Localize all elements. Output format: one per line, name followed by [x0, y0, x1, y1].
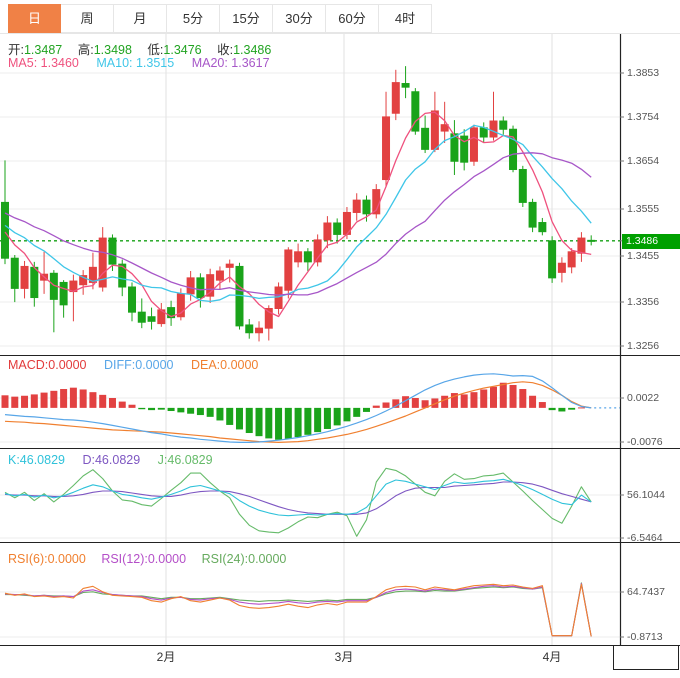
kdj-lines	[4, 467, 592, 537]
tab-week[interactable]: 周	[61, 4, 114, 33]
price-axis-label-2: 1.3654	[627, 155, 660, 167]
ma10-value: MA10: 1.3515	[96, 56, 175, 70]
price-axis-label-5: 1.3356	[627, 296, 660, 308]
tab-4hour[interactable]: 4时	[379, 4, 432, 33]
price-axis-label-1: 1.3754	[627, 111, 660, 123]
macd-axis-top: 0.0022	[627, 392, 660, 404]
high-value: 1.3498	[93, 43, 132, 57]
tab-month[interactable]: 月	[114, 4, 167, 33]
date-label-mar: 3月	[334, 650, 354, 664]
date-label-feb: 2月	[156, 650, 176, 664]
j-value: J:46.0829	[157, 453, 213, 467]
d-value: D:46.0829	[82, 453, 141, 467]
ma5-value: MA5: 1.3460	[8, 56, 79, 70]
macd-histogram	[1, 382, 585, 440]
open-value: 1.3487	[23, 43, 63, 57]
price-axis-label-3: 1.3555	[627, 203, 660, 215]
candlesticks	[1, 66, 596, 342]
rsi6-value: RSI(6):0.0000	[8, 552, 86, 566]
kdj-axis-top: 56.1044	[627, 489, 665, 501]
price-axis-label-0: 1.3853	[627, 67, 660, 79]
chart-frame	[0, 34, 680, 670]
tab-5min[interactable]: 5分	[167, 4, 220, 33]
high-label: 高:	[77, 43, 94, 57]
macd-axis-bottom: -0.0076	[627, 436, 663, 448]
close-value: 1.3486	[233, 43, 272, 57]
tab-day[interactable]: 日	[8, 4, 61, 33]
ma-lines	[4, 111, 592, 318]
low-label: 低:	[147, 43, 164, 57]
rsi-readout: RSI(6):0.0000 RSI(12):0.0000 RSI(24):0.0…	[8, 552, 286, 566]
rsi-lines	[4, 582, 592, 637]
tab-60min[interactable]: 60分	[326, 4, 379, 33]
ohlc-readout: 开:1.3487 高:1.3498 低:1.3476 收:1.3486	[8, 39, 283, 57]
close-label: 收:	[217, 43, 234, 57]
timeframe-tabbar: 日 周 月 5分 15分 30分 60分 4时	[0, 0, 680, 34]
rsi-axis-top: 64.7437	[627, 586, 665, 598]
low-value: 1.3476	[163, 43, 202, 57]
tab-30min[interactable]: 30分	[273, 4, 326, 33]
k-value: K:46.0829	[8, 453, 65, 467]
ma-readout: MA5: 1.3460 MA10: 1.3515 MA20: 1.3617	[8, 56, 270, 71]
kdj-axis-bottom: -6.5464	[627, 532, 663, 544]
macd-readout: MACD:0.0000 DIFF:0.0000 DEA:0.0000	[8, 358, 258, 372]
kdj-readout: K:46.0829 D:46.0829 J:46.0829	[8, 453, 213, 467]
price-axis-label-6: 1.3256	[627, 340, 660, 352]
dea-value: DEA:0.0000	[190, 358, 259, 372]
date-label-apr: 4月	[542, 650, 562, 664]
tab-15min[interactable]: 15分	[220, 4, 273, 33]
ma20-value: MA20: 1.3617	[191, 56, 270, 70]
open-label: 开:	[8, 43, 24, 57]
rsi12-value: RSI(12):0.0000	[101, 552, 187, 566]
macd-value: MACD:0.0000	[8, 358, 87, 372]
rsi24-value: RSI(24):0.0000	[201, 552, 287, 566]
macd-lines	[4, 373, 620, 443]
rsi-axis-bottom: -0.8713	[627, 631, 663, 643]
diff-value: DIFF:0.0000	[104, 358, 174, 372]
current-price-badge: 1.3486	[622, 234, 680, 249]
price-axis-label-4: 1.3455	[627, 250, 660, 262]
chart-canvas[interactable]	[0, 34, 680, 678]
